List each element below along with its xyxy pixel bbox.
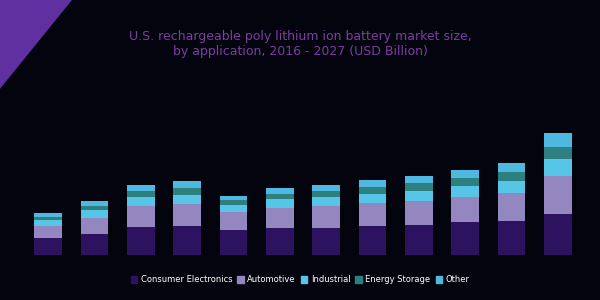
Bar [34, 217, 62, 220]
Bar [451, 222, 479, 255]
Bar [312, 191, 340, 197]
Polygon shape [0, 0, 72, 89]
Bar [405, 201, 433, 224]
Bar [127, 197, 155, 206]
Bar [451, 170, 479, 178]
Bar [312, 228, 340, 255]
Bar [405, 191, 433, 201]
Bar [359, 187, 386, 194]
Bar [80, 201, 109, 206]
Bar [80, 206, 109, 210]
Bar [312, 206, 340, 228]
Bar [497, 221, 526, 255]
Bar [405, 176, 433, 183]
Bar [80, 218, 109, 234]
Bar [127, 227, 155, 255]
Bar [544, 214, 572, 255]
Bar [80, 210, 109, 218]
Bar [497, 193, 526, 221]
Bar [173, 204, 201, 226]
Bar [173, 181, 201, 188]
Bar [359, 180, 386, 187]
Bar [359, 194, 386, 203]
Bar [173, 195, 201, 204]
Bar [220, 212, 247, 230]
Bar [266, 188, 294, 194]
Bar [544, 133, 572, 147]
Bar [266, 194, 294, 199]
Bar [405, 183, 433, 191]
Bar [359, 203, 386, 226]
Bar [220, 200, 247, 205]
Bar [173, 226, 201, 255]
Bar [405, 224, 433, 255]
Bar [266, 199, 294, 208]
Bar [497, 181, 526, 193]
Bar [451, 178, 479, 186]
Bar [127, 191, 155, 197]
Bar [544, 147, 572, 159]
Bar [497, 163, 526, 172]
Legend: Consumer Electronics, Automotive, Industrial, Energy Storage, Other: Consumer Electronics, Automotive, Indust… [127, 272, 473, 288]
Bar [34, 238, 62, 255]
Bar [312, 185, 340, 191]
Bar [220, 196, 247, 200]
Bar [127, 185, 155, 191]
Bar [173, 188, 201, 195]
Bar [544, 159, 572, 176]
Bar [312, 197, 340, 206]
Bar [34, 213, 62, 217]
Text: U.S. rechargeable poly lithium ion battery market size,
by application, 2016 - 2: U.S. rechargeable poly lithium ion batte… [128, 30, 472, 58]
Bar [544, 176, 572, 214]
Bar [266, 228, 294, 255]
Bar [266, 208, 294, 228]
Bar [220, 230, 247, 255]
Bar [34, 226, 62, 238]
Bar [127, 206, 155, 227]
Bar [359, 226, 386, 255]
Bar [220, 205, 247, 212]
Bar [497, 172, 526, 181]
Bar [34, 220, 62, 226]
Bar [451, 197, 479, 222]
Bar [451, 186, 479, 197]
Bar [80, 234, 109, 255]
